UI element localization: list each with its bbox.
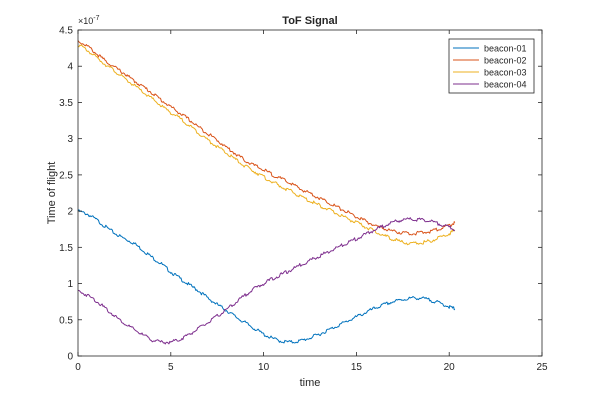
legend-label: beacon-04 bbox=[484, 80, 527, 90]
x-tick-label: 20 bbox=[444, 362, 456, 373]
legend: beacon-01 beacon-02 beacon-03 beacon-04 bbox=[448, 38, 535, 94]
y-tick-label: 2 bbox=[67, 207, 73, 218]
series-line-beacon-02 bbox=[77, 40, 456, 236]
x-tick-label: 0 bbox=[75, 362, 81, 373]
x-tick-label: 15 bbox=[351, 362, 363, 373]
axes bbox=[77, 29, 543, 357]
y-tick-label: 2.5 bbox=[59, 170, 73, 181]
x-tick-label: 10 bbox=[258, 362, 270, 373]
x-tick-label: 5 bbox=[168, 362, 174, 373]
x-tick-label: 25 bbox=[536, 362, 548, 373]
ticks: 0 5 10 15 20 25 0 0.5 1 1.5 2 2.5 3 3.5 4 4.5 bbox=[59, 26, 548, 374]
y-axis-label: Time of flight bbox=[46, 162, 58, 225]
y-tick-label: 0.5 bbox=[59, 315, 73, 326]
legend-label: beacon-02 bbox=[484, 56, 527, 66]
legend-label: beacon-03 bbox=[484, 68, 527, 78]
series-line-beacon-01 bbox=[77, 209, 456, 344]
y-tick-label: 3.5 bbox=[59, 98, 73, 109]
axes-box bbox=[77, 29, 543, 357]
y-tick-label: 4 bbox=[67, 62, 73, 73]
y-tick-label: 4.5 bbox=[59, 26, 73, 37]
y-exponent-base: ×10-7 bbox=[78, 15, 100, 26]
y-tick-label: 1.5 bbox=[59, 243, 73, 254]
y-tick-label: 3 bbox=[67, 134, 73, 145]
chart-title: ToF Signal bbox=[282, 15, 337, 27]
plot-lines bbox=[77, 40, 456, 345]
y-exponent-power: -7 bbox=[93, 15, 99, 22]
y-tick-label: 0 bbox=[67, 352, 73, 363]
y-tick-label: 1 bbox=[67, 279, 73, 290]
series-line-beacon-03 bbox=[77, 44, 455, 246]
legend-label: beacon-01 bbox=[484, 44, 527, 54]
series-line-beacon-04 bbox=[77, 217, 456, 345]
y-exponent-label: ×10 bbox=[78, 16, 93, 26]
x-axis-label: time bbox=[300, 377, 321, 389]
